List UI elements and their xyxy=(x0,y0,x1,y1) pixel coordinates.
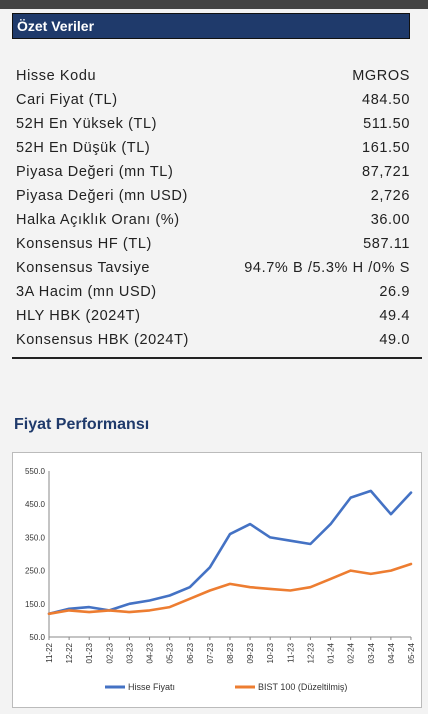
row-value: 511.50 xyxy=(363,116,410,132)
row-label: Piyasa Değeri (mn TL) xyxy=(16,164,174,180)
x-tick-label: 11-22 xyxy=(45,642,54,662)
row-value: MGROS xyxy=(352,68,410,84)
table-row: 3A Hacim (mn USD) 26.9 xyxy=(12,280,422,304)
top-bar xyxy=(0,0,428,9)
row-value: 49.4 xyxy=(379,308,410,324)
legend-bist-label: BIST 100 (Düzeltilmiş) xyxy=(258,682,347,692)
x-tick-label: 03-23 xyxy=(125,642,134,663)
row-value: 94.7% B /5.3% H /0% S xyxy=(244,260,410,276)
row-label: Konsensus Tavsiye xyxy=(16,260,151,276)
x-tick-label: 05-23 xyxy=(166,642,175,663)
row-label: Cari Fiyat (TL) xyxy=(16,92,118,108)
table-row: Konsensus HF (TL) 587.11 xyxy=(12,232,422,256)
table-divider xyxy=(12,357,422,359)
summary-table: Hisse Kodu MGROS Cari Fiyat (TL) 484.50 52… xyxy=(12,64,422,352)
x-tick-label: 11-23 xyxy=(286,642,295,662)
row-value: 49.0 xyxy=(379,332,410,348)
x-tick-label: 01-24 xyxy=(327,642,336,663)
x-tick-label: 07-23 xyxy=(206,642,215,663)
x-tick-label: 06-23 xyxy=(186,642,195,663)
row-value: 26.9 xyxy=(379,284,410,300)
bist100-line xyxy=(47,562,413,616)
table-row: Konsensus HBK (2024T) 49.0 xyxy=(12,328,422,352)
x-tick-label: 10-23 xyxy=(266,642,275,663)
table-row: Halka Açıklık Oranı (%) 36.00 xyxy=(12,208,422,232)
row-label: Konsensus HF (TL) xyxy=(16,236,152,252)
x-tick-label: 12-22 xyxy=(65,642,74,663)
row-label: 52H En Yüksek (TL) xyxy=(16,116,158,132)
row-label: Konsensus HBK (2024T) xyxy=(16,332,189,348)
row-label: HLY HBK (2024T) xyxy=(16,308,141,324)
y-tick-label: 550.0 xyxy=(25,467,46,476)
row-value: 161.50 xyxy=(362,140,410,156)
legend-hisse-label: Hisse Fiyatı xyxy=(128,682,175,692)
chart-svg: 50.0 150.0 250.0 350.0 450.0 550.0 11-22 12-22 0… xyxy=(25,467,416,692)
row-label: 3A Hacim (mn USD) xyxy=(16,284,157,300)
x-tick-label: 04-23 xyxy=(146,642,155,663)
x-tick-label: 02-23 xyxy=(105,642,114,663)
row-value: 87,721 xyxy=(362,164,410,180)
x-tick-label: 05-24 xyxy=(407,642,416,663)
y-tick-label: 450.0 xyxy=(25,500,46,509)
table-row: 52H En Düşük (TL) 161.50 xyxy=(12,136,422,160)
hisse-fiyati-line xyxy=(47,489,413,616)
table-row: Konsensus Tavsiye 94.7% B /5.3% H /0% S xyxy=(12,256,422,280)
section-header: Özet Veriler xyxy=(12,13,410,39)
table-row: Cari Fiyat (TL) 484.50 xyxy=(12,88,422,112)
x-tick-label: 12-23 xyxy=(306,642,315,663)
row-label: Hisse Kodu xyxy=(16,68,97,84)
x-tick-label: 03-24 xyxy=(367,642,376,663)
x-tick-label: 02-24 xyxy=(347,642,356,663)
price-performance-chart: 50.0 150.0 250.0 350.0 450.0 550.0 11-22 12-22 0… xyxy=(12,452,422,708)
row-label: 52H En Düşük (TL) xyxy=(16,140,151,156)
y-tick-label: 250.0 xyxy=(25,567,46,576)
table-row: 52H En Yüksek (TL) 511.50 xyxy=(12,112,422,136)
row-label: Piyasa Değeri (mn USD) xyxy=(16,188,188,204)
y-tick-label: 150.0 xyxy=(25,600,46,609)
table-row: HLY HBK (2024T) 49.4 xyxy=(12,304,422,328)
table-row: Piyasa Değeri (mn TL) 87,721 xyxy=(12,160,422,184)
row-value: 36.00 xyxy=(370,212,410,228)
row-label: Halka Açıklık Oranı (%) xyxy=(16,212,180,228)
section-title: Özet Veriler xyxy=(17,18,95,34)
row-value: 587.11 xyxy=(363,236,410,252)
x-tick-label: 04-24 xyxy=(387,642,396,663)
chart-title: Fiyat Performansı xyxy=(14,416,150,433)
x-tick-label: 09-23 xyxy=(246,642,255,663)
x-tick-label: 01-23 xyxy=(85,642,94,663)
x-tick-label: 08-23 xyxy=(226,642,235,663)
row-value: 484.50 xyxy=(362,92,410,108)
table-row: Hisse Kodu MGROS xyxy=(12,64,422,88)
table-row: Piyasa Değeri (mn USD) 2,726 xyxy=(12,184,422,208)
y-tick-label: 350.0 xyxy=(25,533,46,542)
row-value: 2,726 xyxy=(370,188,410,204)
y-tick-label: 50.0 xyxy=(29,633,45,642)
